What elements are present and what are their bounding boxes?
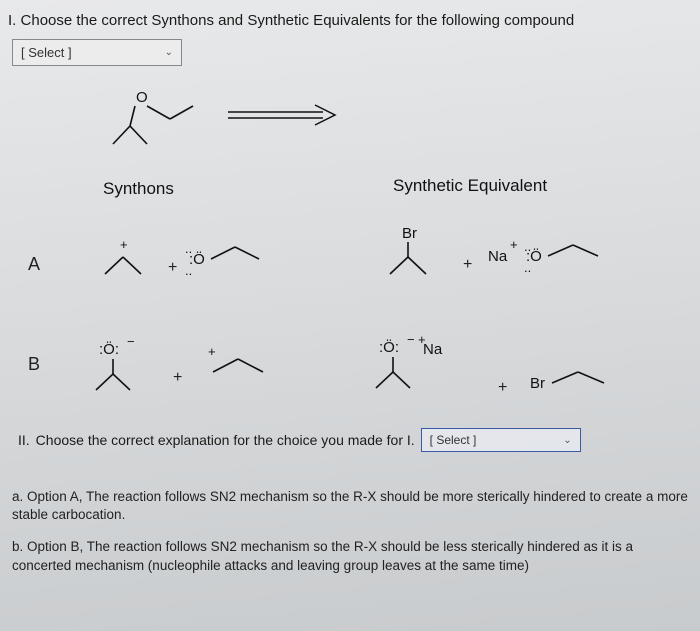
retro-arrow-icon xyxy=(223,102,343,132)
equiv-b-bromide: Br xyxy=(528,360,648,405)
plus-b2: + xyxy=(498,379,507,397)
synthon-a-anion: :Ö .. .. xyxy=(183,229,273,284)
equiv-a-alkoxide: Na + :Ö .. .. xyxy=(488,229,638,284)
svg-text:..: .. xyxy=(524,260,531,275)
svg-text:+: + xyxy=(510,237,518,252)
option-a-text: a. Option A, The reaction follows SN2 me… xyxy=(8,488,692,524)
svg-text:..: .. xyxy=(185,241,192,256)
q1-number: I. xyxy=(8,12,16,29)
svg-text:−: − xyxy=(407,332,415,347)
target-molecule: O xyxy=(98,84,208,164)
svg-text:Br: Br xyxy=(530,375,545,392)
chemistry-diagram: O Synthons Synthetic Equivalent A + + :Ö… xyxy=(8,84,692,474)
option-b-text: b. Option B, The reaction follows SN2 me… xyxy=(8,538,692,574)
svg-text::Ö:: :Ö: xyxy=(99,340,119,358)
synthon-b-anion: :Ö: − xyxy=(83,334,163,404)
q2-text: Choose the correct explanation for the c… xyxy=(36,432,415,448)
oxygen-label: O xyxy=(136,89,148,106)
svg-text:+: + xyxy=(208,344,216,359)
q2-number: II. xyxy=(18,432,30,448)
synthon-a-cation: + xyxy=(93,229,163,284)
q1-text: Choose the correct Synthons and Syntheti… xyxy=(21,12,575,29)
svg-text:+: + xyxy=(120,237,128,252)
chevron-down-icon: ⌄ xyxy=(563,435,571,446)
equiv-a-bromide: Br xyxy=(378,224,448,284)
question-2-row: II. Choose the correct explanation for t… xyxy=(18,428,678,452)
svg-text::Ö:: :Ö: xyxy=(379,338,399,356)
svg-text:Na: Na xyxy=(423,341,443,358)
chevron-down-icon: ⌄ xyxy=(165,47,173,58)
equiv-b-alkoxide: :Ö: − Na + xyxy=(363,332,493,402)
select-2-placeholder: [ Select ] xyxy=(430,433,477,447)
svg-text:Br: Br xyxy=(402,225,417,242)
question-1: I. Choose the correct Synthons and Synth… xyxy=(8,12,692,29)
plus-b1: + xyxy=(173,369,182,387)
select-dropdown-1[interactable]: [ Select ] ⌄ xyxy=(12,39,182,66)
select-1-placeholder: [ Select ] xyxy=(21,45,72,60)
svg-text:−: − xyxy=(127,334,135,349)
plus-a2: + xyxy=(463,256,472,274)
select-dropdown-2[interactable]: [ Select ] ⌄ xyxy=(421,428,581,452)
synthon-b-cation: + xyxy=(203,342,273,387)
svg-text:+: + xyxy=(418,332,426,347)
header-equivalent: Synthetic Equivalent xyxy=(393,176,547,196)
row-b-label: B xyxy=(28,354,40,375)
svg-text:..: .. xyxy=(185,263,192,278)
header-synthons: Synthons xyxy=(103,179,174,199)
row-a-label: A xyxy=(28,254,40,275)
svg-text:Na: Na xyxy=(488,248,508,265)
svg-text:..: .. xyxy=(524,239,531,254)
plus-a1: + xyxy=(168,259,177,277)
